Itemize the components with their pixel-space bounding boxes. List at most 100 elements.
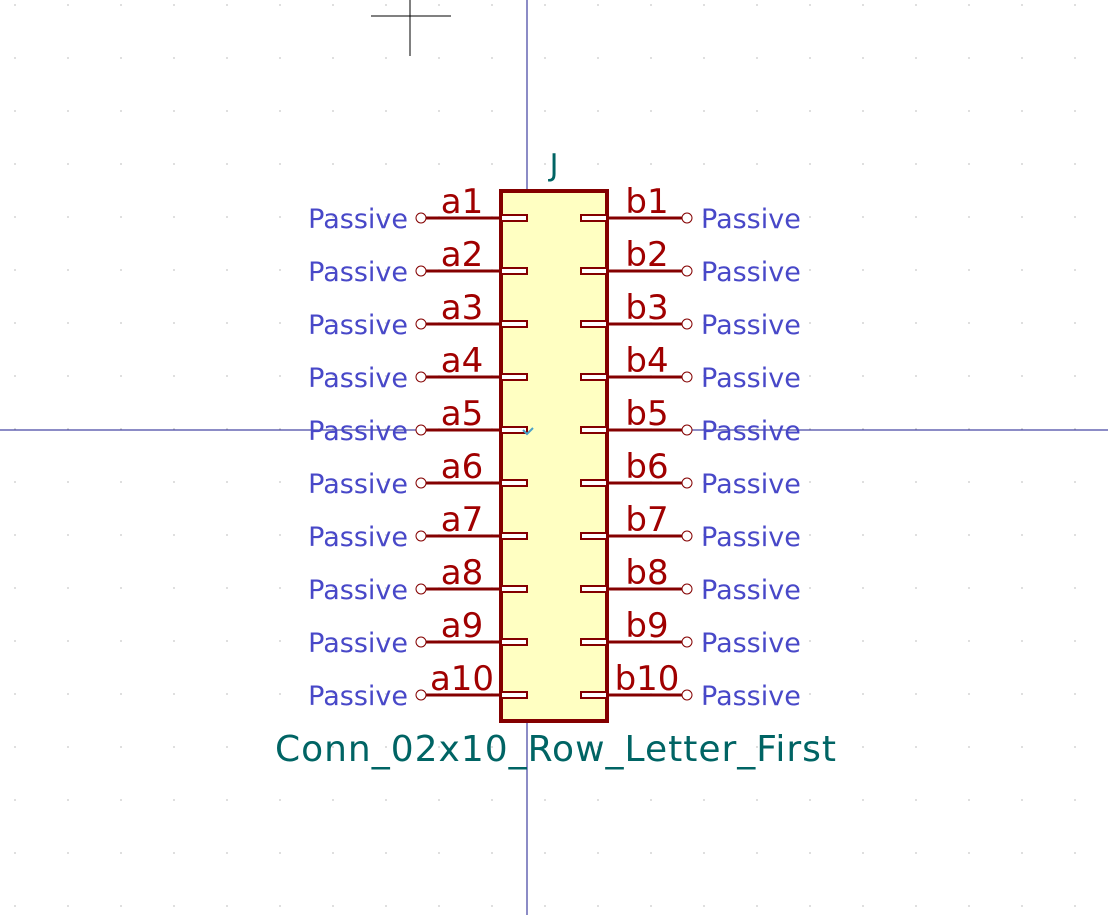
grid-dot [67, 4, 69, 6]
grid-dot [756, 163, 758, 165]
grid-dot [703, 322, 705, 324]
grid-dot [915, 322, 917, 324]
grid-dot [809, 163, 811, 165]
pin-left-a10[interactable]: a10 Passive [308, 659, 501, 712]
pin-left-a2[interactable]: a2 Passive [308, 235, 501, 288]
grid-dot [544, 57, 546, 59]
grid-dot [1074, 216, 1076, 218]
grid-dot [332, 428, 334, 430]
pin-endpoint-icon[interactable] [681, 212, 693, 224]
pin-endpoint-icon[interactable] [681, 318, 693, 330]
pin-left-a4[interactable]: a4 Passive [308, 341, 501, 394]
pin-right-b9[interactable]: b9 Passive [607, 606, 801, 659]
grid-dot [703, 640, 705, 642]
grid-dot [120, 269, 122, 271]
grid-dot [703, 693, 705, 695]
grid-dot [809, 428, 811, 430]
grid-dot [968, 587, 970, 589]
pin-right-b3[interactable]: b3 Passive [607, 288, 801, 341]
grid-dot [915, 905, 917, 907]
pin-right-b5[interactable]: b5 Passive [607, 394, 801, 447]
pin-endpoint-icon[interactable] [681, 636, 693, 648]
grid-dot [438, 905, 440, 907]
grid-dot [968, 640, 970, 642]
grid-dot [67, 799, 69, 801]
grid-dot [385, 746, 387, 748]
pin-endpoint-icon[interactable] [415, 424, 427, 436]
pin-number: b6 [625, 447, 668, 487]
pin-endpoint-icon[interactable] [415, 583, 427, 595]
grid-dot [915, 481, 917, 483]
grid-dot [544, 905, 546, 907]
grid-dot [756, 481, 758, 483]
pin-number: b7 [625, 500, 668, 540]
pin-type: Passive [701, 363, 801, 394]
connector-symbol[interactable]: a1 Passive a2 Passive a3 Passive a4 Passive a5 Pa… [275, 148, 837, 770]
pin-endpoint-icon[interactable] [681, 424, 693, 436]
pin-left-a8[interactable]: a8 Passive [308, 553, 501, 606]
grid-dot [67, 746, 69, 748]
grid-dot [862, 640, 864, 642]
pin-right-b4[interactable]: b4 Passive [607, 341, 801, 394]
grid-dot [809, 375, 811, 377]
grid-dot [1074, 640, 1076, 642]
component-value[interactable]: Conn_02x10_Row_Letter_First [275, 729, 837, 770]
pin-stubs-group [500, 214, 608, 699]
grid-dot [703, 110, 705, 112]
grid-dot [385, 640, 387, 642]
grid-dot [385, 799, 387, 801]
grid-dot [438, 110, 440, 112]
pin-endpoint-icon[interactable] [415, 477, 427, 489]
pin-type: Passive [308, 522, 408, 553]
pin-right-b7[interactable]: b7 Passive [607, 500, 801, 553]
pin-left-a1[interactable]: a1 Passive [308, 182, 501, 235]
grid-dot [862, 269, 864, 271]
pin-right-b10[interactable]: b10 Passive [607, 659, 801, 712]
pin-number: b4 [625, 341, 668, 381]
grid-dot [385, 322, 387, 324]
grid-dot [597, 163, 599, 165]
grid-dot [915, 269, 917, 271]
pin-stub [580, 638, 608, 646]
pin-endpoint-icon[interactable] [681, 689, 693, 701]
pin-endpoint-icon[interactable] [681, 583, 693, 595]
pin-endpoint-icon[interactable] [415, 318, 427, 330]
grid-dot [14, 375, 16, 377]
pin-left-a9[interactable]: a9 Passive [308, 606, 501, 659]
grid-dot [1021, 693, 1023, 695]
grid-dot [1074, 4, 1076, 6]
pin-endpoint-icon[interactable] [681, 530, 693, 542]
pin-endpoint-icon[interactable] [415, 212, 427, 224]
pin-left-a7[interactable]: a7 Passive [308, 500, 501, 553]
pin-left-a6[interactable]: a6 Passive [308, 447, 501, 500]
grid-dot [756, 852, 758, 854]
grid-dot [438, 57, 440, 59]
grid-dot [544, 799, 546, 801]
grid-dot [385, 534, 387, 536]
pin-endpoint-icon[interactable] [681, 477, 693, 489]
grid-dot [915, 4, 917, 6]
pin-stub [500, 214, 528, 222]
pin-endpoint-icon[interactable] [415, 371, 427, 383]
grid-dot [385, 428, 387, 430]
grid-dot [597, 57, 599, 59]
reference-designator[interactable]: J [548, 148, 559, 183]
pin-right-b6[interactable]: b6 Passive [607, 447, 801, 500]
pin-type: Passive [701, 522, 801, 553]
pin-left-a3[interactable]: a3 Passive [308, 288, 501, 341]
grid-dot [1021, 587, 1023, 589]
pin-endpoint-icon[interactable] [415, 636, 427, 648]
pin-endpoint-icon[interactable] [415, 530, 427, 542]
pin-endpoint-icon[interactable] [415, 265, 427, 277]
pin-right-b2[interactable]: b2 Passive [607, 235, 801, 288]
pin-type: Passive [308, 257, 408, 288]
pin-endpoint-icon[interactable] [415, 689, 427, 701]
pin-left-a5[interactable]: a5 Passive [308, 394, 501, 447]
component-body[interactable] [499, 189, 609, 723]
pin-endpoint-icon[interactable] [681, 265, 693, 277]
grid-dot [332, 216, 334, 218]
pin-right-b8[interactable]: b8 Passive [607, 553, 801, 606]
pin-right-b1[interactable]: b1 Passive [607, 182, 801, 235]
pin-endpoint-icon[interactable] [681, 371, 693, 383]
